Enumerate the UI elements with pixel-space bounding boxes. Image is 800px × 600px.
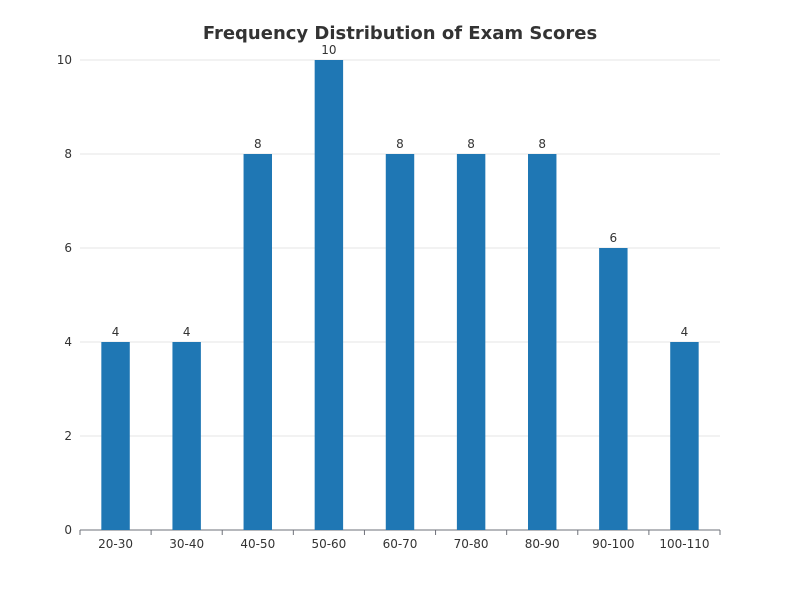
bar[interactable]	[385, 154, 415, 530]
y-tick-label: 6	[64, 241, 72, 255]
label-layer: 4 4 8 10 8 8 8 6 4	[112, 43, 689, 339]
x-tick-label: 20-30	[98, 537, 133, 551]
y-tick-label: 0	[64, 523, 72, 537]
chart-title: Frequency Distribution of Exam Scores	[203, 23, 597, 44]
x-tick-label: 60-70	[383, 537, 418, 551]
data-label: 8	[467, 137, 475, 151]
data-label: 4	[112, 325, 120, 339]
bar[interactable]	[456, 154, 486, 530]
y-tick-label: 8	[64, 147, 72, 161]
x-tick-label: 50-60	[311, 537, 346, 551]
x-tick-label: 100-110	[659, 537, 709, 551]
y-tick-label: 2	[64, 429, 72, 443]
axis-layer: 0 2 4 6 8 10 20-30 30-40 40-50 50-60 60-70 70-80 80-…	[57, 53, 721, 551]
bar[interactable]	[243, 154, 272, 530]
data-label: 6	[610, 231, 618, 245]
x-tick-label: 80-90	[525, 537, 560, 551]
y-tick-label: 4	[64, 335, 72, 349]
x-tick-label: 90-100	[592, 537, 635, 551]
x-tick-label: 40-50	[240, 537, 275, 551]
x-tick-label: 30-40	[169, 537, 204, 551]
data-label: 8	[396, 137, 404, 151]
data-label: 8	[254, 137, 262, 151]
data-label: 10	[321, 43, 336, 57]
bar[interactable]	[314, 60, 344, 530]
data-label: 4	[681, 325, 689, 339]
bar[interactable]	[172, 342, 201, 530]
bar[interactable]	[670, 342, 699, 530]
data-label: 4	[183, 325, 191, 339]
data-label: 8	[538, 137, 546, 151]
y-tick-label: 10	[57, 53, 72, 67]
x-tick-label: 70-80	[454, 537, 489, 551]
bar-layer	[101, 60, 699, 530]
bar[interactable]	[528, 154, 557, 530]
bar[interactable]	[599, 248, 628, 530]
bar[interactable]	[101, 342, 130, 530]
